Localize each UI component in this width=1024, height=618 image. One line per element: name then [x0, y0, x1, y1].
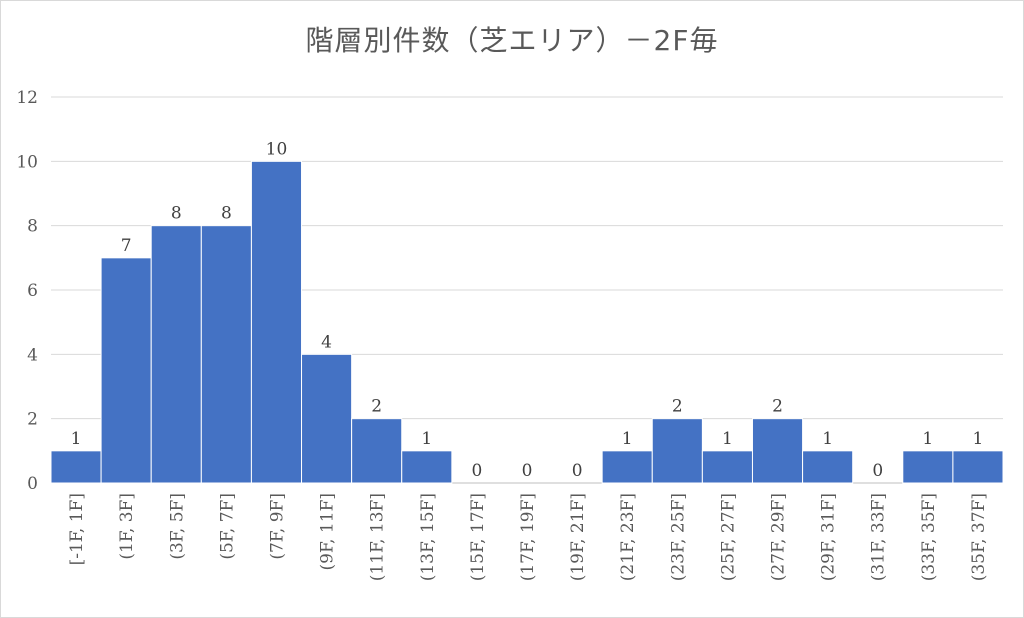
y-tick-label: 4 [27, 345, 38, 365]
data-label: 1 [71, 429, 82, 449]
bar [200, 225, 252, 484]
data-label: 8 [171, 204, 182, 224]
x-tick-label: (21F, 23F] [618, 493, 638, 581]
x-tick-label: (31F, 33F] [869, 493, 889, 581]
x-tick-label: (1F, 3F] [117, 493, 137, 560]
y-tick-label: 2 [27, 410, 38, 430]
chart-title: 階層別件数（芝エリア）－2F毎 [305, 24, 719, 57]
x-tick-label: (23F, 25F] [668, 493, 688, 581]
x-tick-label: (29F, 31F] [819, 493, 839, 581]
data-label: 7 [121, 236, 132, 256]
data-label: 1 [973, 429, 984, 449]
bar [301, 353, 353, 484]
data-label: 1 [421, 429, 432, 449]
data-label: 0 [572, 461, 583, 481]
data-label: 1 [822, 429, 833, 449]
x-tick-label: (5F, 7F] [217, 493, 237, 560]
bar [351, 418, 403, 484]
bar [100, 257, 152, 484]
data-label: 1 [622, 429, 633, 449]
bar [902, 450, 954, 484]
bar [751, 418, 804, 484]
data-label: 0 [872, 461, 883, 481]
data-label: 4 [321, 332, 332, 352]
bar [651, 418, 703, 484]
bar [952, 450, 1004, 484]
x-tick-label: (33F, 35F] [919, 493, 939, 581]
bar [50, 450, 102, 484]
data-label: 0 [471, 461, 482, 481]
data-label: 1 [722, 429, 733, 449]
bar [401, 450, 453, 484]
x-tick-label: (7F, 9F] [267, 493, 287, 560]
x-tick-label: (9F, 11F] [318, 493, 338, 570]
data-label: 2 [772, 397, 783, 417]
x-tick-label: (15F, 17F] [468, 493, 488, 581]
data-label: 2 [371, 397, 382, 417]
bar [250, 160, 303, 484]
x-tick-label: [-1F, 1F] [67, 493, 87, 565]
y-tick-label: 6 [27, 281, 38, 301]
x-tick-label: (27F, 29F] [769, 493, 789, 581]
data-label: 10 [266, 139, 288, 159]
x-tick-label: (17F, 19F] [518, 493, 538, 581]
x-tick-label: (35F, 37F] [969, 493, 989, 581]
bar [802, 450, 854, 484]
data-label: 2 [672, 397, 683, 417]
x-tick-label: (13F, 15F] [418, 493, 438, 581]
y-tick-label: 8 [27, 217, 38, 237]
bar [701, 450, 753, 484]
bar [150, 225, 202, 484]
x-tick-label: (19F, 21F] [568, 493, 588, 581]
data-label: 0 [522, 461, 533, 481]
bar [601, 450, 653, 484]
x-tick-label: (3F, 5F] [167, 493, 187, 560]
x-tick-label: (11F, 13F] [368, 493, 388, 581]
data-label: 1 [922, 429, 933, 449]
y-tick-label: 10 [16, 152, 38, 172]
y-tick-label: 12 [16, 88, 38, 108]
y-tick-label: 0 [27, 474, 38, 494]
data-label: 8 [221, 204, 232, 224]
x-tick-label: (25F, 27F] [718, 493, 738, 581]
